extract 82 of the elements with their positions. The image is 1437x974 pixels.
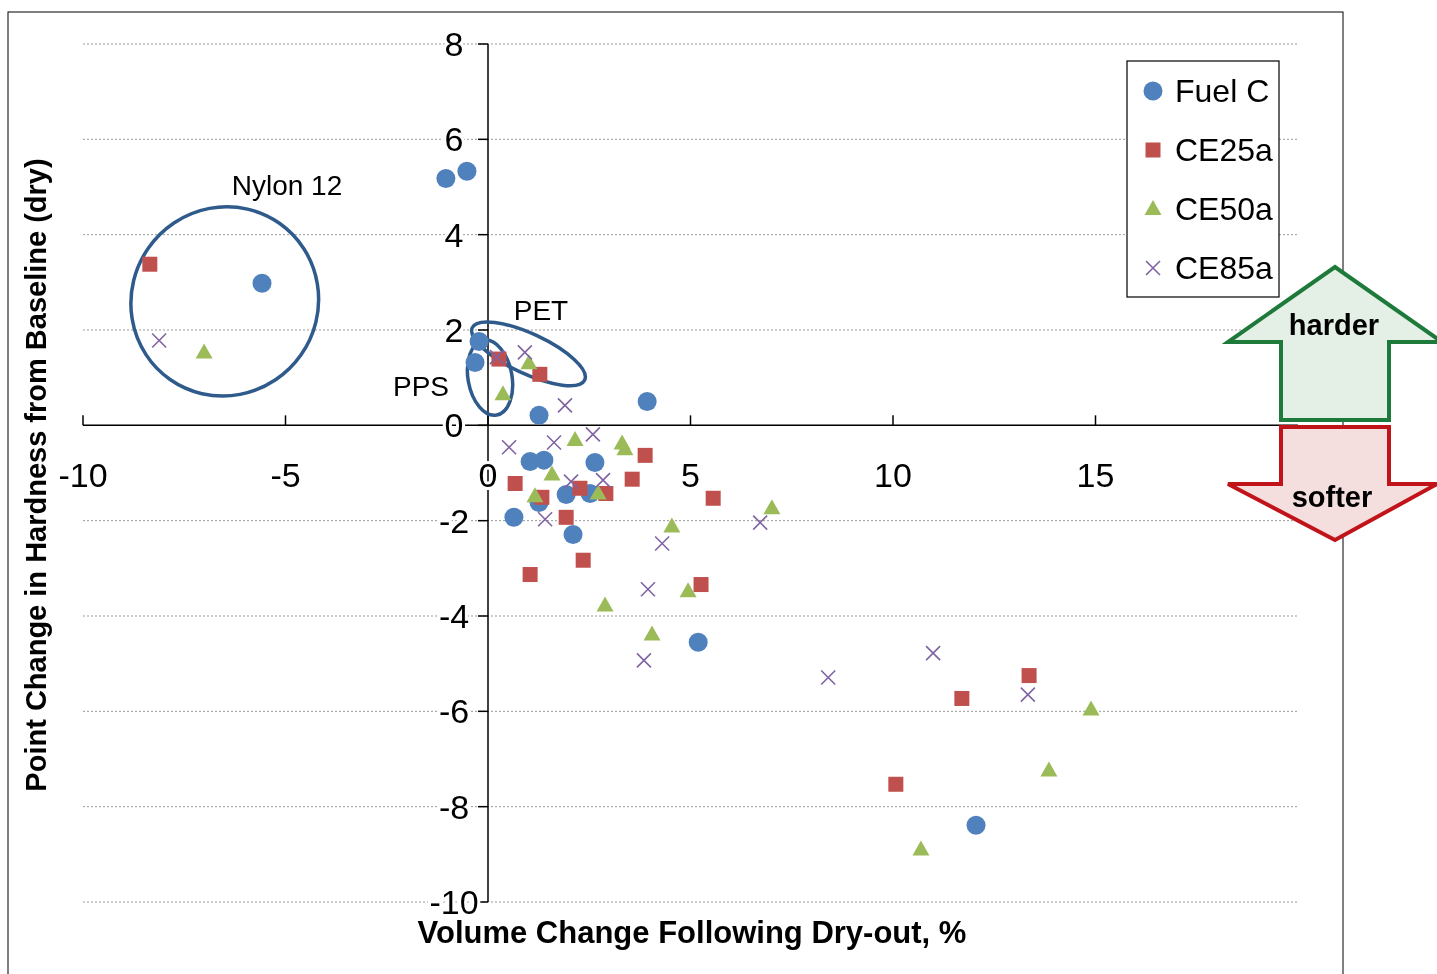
legend-label: CE85a — [1175, 250, 1274, 286]
point — [954, 690, 970, 706]
y-tick-label: -4 — [438, 597, 470, 635]
y-tick-label: 8 — [444, 25, 464, 63]
point — [693, 577, 709, 593]
point — [532, 366, 548, 382]
point — [654, 535, 670, 552]
point — [636, 652, 652, 669]
point — [925, 645, 941, 661]
point — [517, 344, 533, 361]
y-tick-label: -6 — [438, 692, 470, 731]
point — [752, 514, 768, 531]
point — [624, 471, 640, 487]
point — [1020, 686, 1036, 703]
point — [522, 567, 538, 583]
y-tick-label: 6 — [444, 120, 464, 159]
point — [252, 273, 272, 293]
point — [888, 776, 904, 792]
point — [504, 507, 524, 527]
y-axis-title: Point Change in Hardness from Baseline (dry) — [20, 158, 52, 792]
x-tick-label: 5 — [681, 456, 700, 495]
y-tick-label: -2 — [438, 501, 470, 540]
point — [563, 473, 579, 490]
point — [595, 472, 611, 488]
point — [465, 352, 485, 372]
point — [705, 490, 721, 506]
point — [543, 465, 561, 481]
point — [643, 625, 661, 641]
point — [563, 524, 583, 544]
point — [534, 450, 554, 470]
y-tick-label: -8 — [438, 787, 470, 826]
point — [637, 392, 657, 411]
point — [572, 480, 588, 496]
point — [557, 397, 573, 414]
point — [1082, 700, 1100, 716]
x-tick-label: 15 — [1076, 456, 1115, 495]
point — [585, 426, 601, 443]
point — [469, 331, 489, 351]
point — [151, 332, 167, 349]
point — [820, 669, 836, 686]
legend-label: CE25a — [1175, 132, 1274, 168]
point — [520, 354, 538, 370]
point — [566, 431, 584, 447]
point — [585, 453, 605, 473]
point — [616, 440, 634, 456]
point — [679, 582, 697, 598]
annotation: PPS — [392, 371, 450, 402]
point — [912, 840, 930, 856]
y-tick-label: 4 — [444, 215, 464, 254]
point — [1021, 668, 1037, 684]
point — [763, 499, 781, 515]
x-tick-label: -5 — [270, 456, 301, 495]
point — [558, 509, 574, 525]
point — [688, 632, 708, 652]
point — [663, 517, 681, 533]
point — [1040, 761, 1058, 777]
point — [589, 484, 607, 500]
point — [640, 581, 656, 598]
annotation: softer — [1291, 481, 1373, 513]
y-tick-label: 2 — [444, 311, 464, 349]
legend-label: Fuel C — [1175, 73, 1270, 109]
point — [457, 161, 477, 181]
x-tick-label: -10 — [58, 456, 108, 495]
legend-label: CE50a — [1175, 191, 1274, 227]
point — [142, 256, 158, 272]
point — [507, 475, 523, 491]
point — [575, 552, 591, 568]
annotation: harder — [1288, 309, 1380, 341]
annotation: PET — [513, 295, 569, 326]
point — [966, 815, 986, 835]
point — [529, 405, 549, 425]
point — [436, 168, 456, 188]
point — [526, 487, 544, 503]
point — [501, 439, 517, 456]
point — [637, 447, 653, 463]
point — [195, 343, 213, 359]
point — [546, 434, 562, 451]
annotation: Nylon 12 — [231, 170, 343, 201]
point — [596, 596, 614, 612]
point — [537, 511, 553, 528]
x-tick-label: 10 — [874, 456, 912, 495]
point — [494, 385, 512, 401]
